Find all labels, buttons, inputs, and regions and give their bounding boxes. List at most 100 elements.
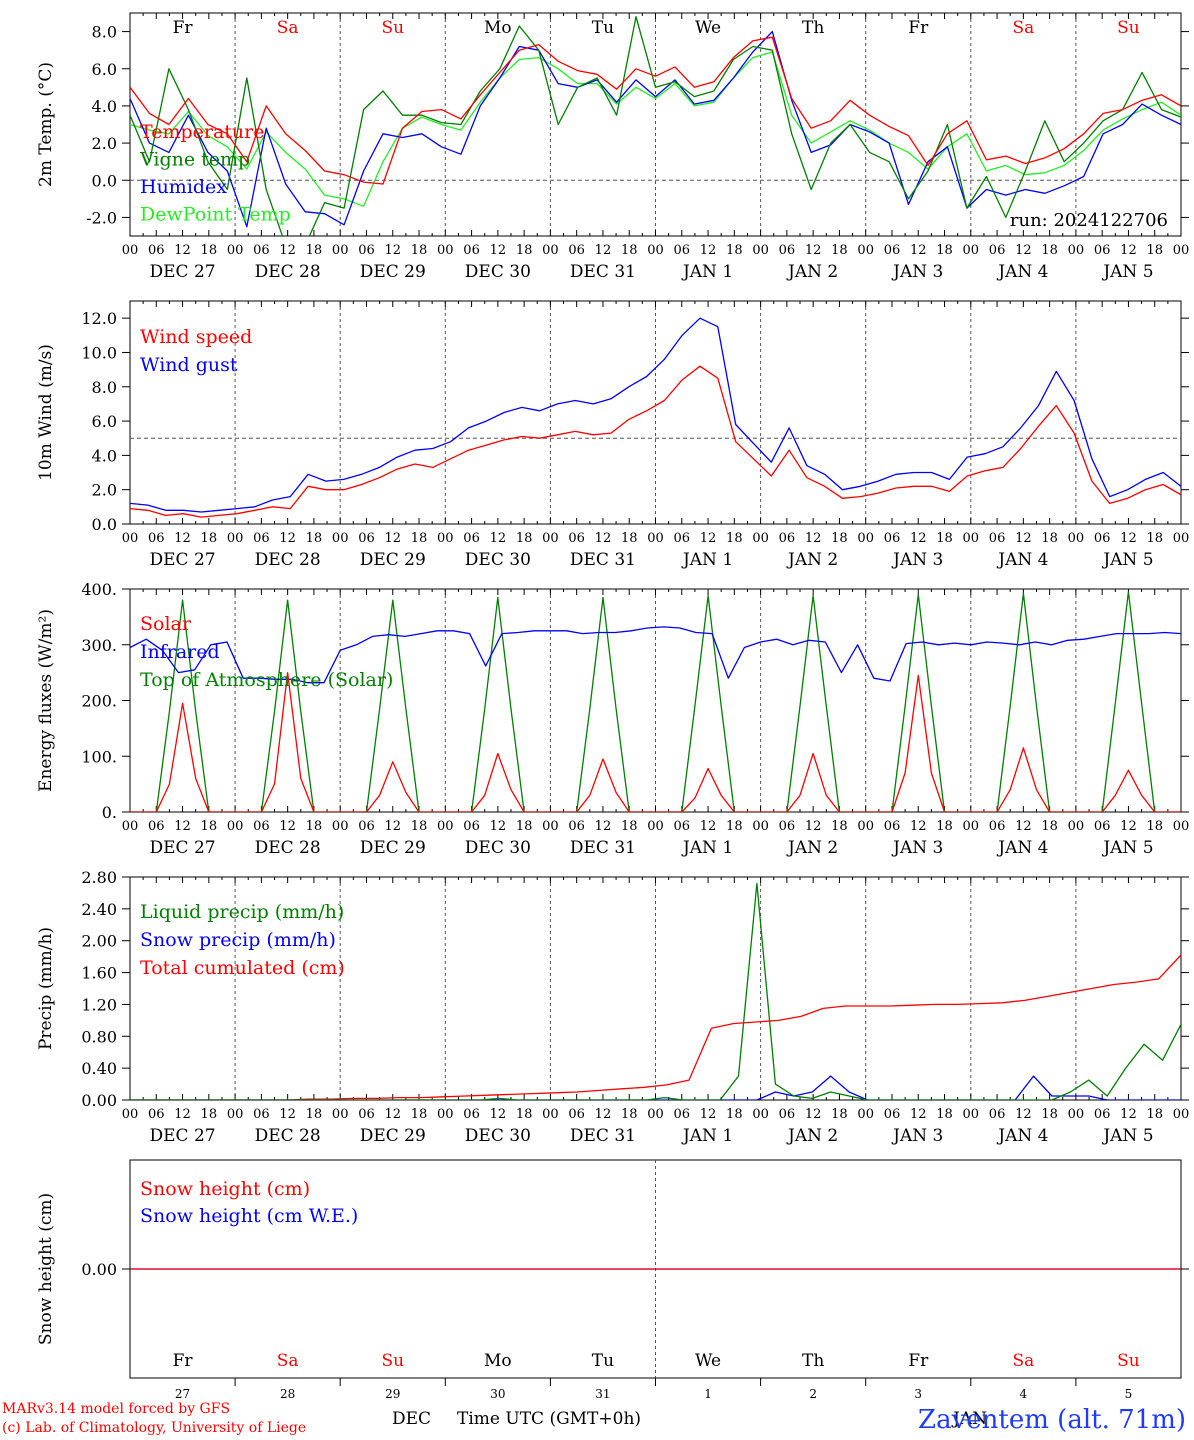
hour-tick-label: 12 [1015, 819, 1032, 834]
hour-tick-label: 12 [174, 1107, 191, 1122]
hour-tick-label: 00 [857, 1107, 874, 1122]
weekday-label: Fr [173, 1351, 194, 1371]
y-axis-label: Energy fluxes (W/m²) [36, 609, 56, 792]
weekday-label: Su [1117, 1351, 1140, 1371]
y-tick-label: 1.60 [81, 964, 117, 983]
hour-tick-label: 18 [621, 243, 638, 258]
y-tick-label: 0.80 [81, 1027, 117, 1046]
y-tick-label: 300. [81, 636, 117, 655]
hour-tick-label: 18 [411, 1107, 428, 1122]
weekday-label: Mo [484, 18, 512, 38]
hour-tick-label: 12 [700, 243, 717, 258]
day-label: DEC 29 [360, 1126, 426, 1146]
month-label-jan: JAN [951, 1409, 987, 1429]
day-label: DEC 28 [255, 1126, 321, 1146]
legend-entry: Vigne temp [139, 149, 250, 171]
y-tick-label: 2.40 [81, 900, 117, 919]
y-tick-label: 4.0 [92, 446, 117, 465]
series-line-total-cumulated-cm- [130, 954, 1181, 1100]
hour-tick-label: 06 [1094, 531, 1111, 546]
hour-tick-label: 18 [726, 531, 743, 546]
hour-tick-label: 18 [411, 531, 428, 546]
hour-tick-label: 06 [779, 1107, 796, 1122]
hour-tick-label: 18 [201, 819, 218, 834]
weekday-label: Sa [277, 18, 299, 38]
day-number-label: 5 [1125, 1387, 1133, 1401]
hour-tick-label: 00 [752, 243, 769, 258]
hour-tick-label: 06 [674, 819, 691, 834]
hour-tick-label: 18 [1041, 819, 1058, 834]
hour-tick-label: 06 [568, 1107, 585, 1122]
legend-entry: DewPoint Temp [140, 204, 291, 226]
hour-tick-label: 12 [595, 819, 612, 834]
hour-tick-label: 18 [516, 531, 533, 546]
day-label: JAN 3 [891, 1126, 943, 1146]
y-tick-label: 0.00 [81, 1260, 117, 1279]
hour-tick-label: 18 [1041, 1107, 1058, 1122]
hour-tick-label: 12 [279, 819, 296, 834]
plot-frame [129, 300, 1182, 525]
legend-entry: Snow height (cm W.E.) [140, 1205, 358, 1227]
hour-tick-label: 12 [1120, 531, 1137, 546]
day-label: JAN 4 [996, 550, 1048, 570]
day-number-label: 4 [1020, 1387, 1028, 1401]
hour-tick-label: 06 [779, 819, 796, 834]
hour-tick-label: 18 [831, 243, 848, 258]
hour-tick-label: 06 [884, 1107, 901, 1122]
day-label: JAN 3 [891, 262, 943, 282]
day-number-label: 1 [704, 1387, 712, 1401]
weekday-label: Fr [173, 18, 194, 38]
hour-tick-label: 18 [516, 819, 533, 834]
day-label: JAN 2 [786, 838, 838, 858]
hour-tick-label: 18 [306, 243, 323, 258]
hour-tick-label: 00 [963, 819, 980, 834]
hour-tick-label: 18 [516, 243, 533, 258]
hour-tick-label: 18 [726, 1107, 743, 1122]
hour-tick-label: 06 [568, 819, 585, 834]
weekday-label: Fr [908, 1351, 929, 1371]
hour-tick-label: 06 [463, 819, 480, 834]
hour-tick-label: 12 [1015, 531, 1032, 546]
hour-tick-label: 00 [963, 531, 980, 546]
x-axis-title: Time UTC (GMT+0h) [457, 1409, 641, 1429]
hour-tick-label: 18 [201, 243, 218, 258]
hour-tick-label: 00 [227, 531, 244, 546]
hour-tick-label: 12 [805, 819, 822, 834]
day-number-label: 30 [490, 1387, 505, 1401]
day-label: DEC 30 [465, 838, 531, 858]
hour-tick-label: 00 [647, 1107, 664, 1122]
weekday-label: Th [802, 1351, 824, 1371]
run-annotation: run: 2024122706 [1010, 210, 1168, 231]
hour-tick-label: 12 [384, 531, 401, 546]
hour-tick-label: 12 [384, 1107, 401, 1122]
day-number-label: 27 [175, 1387, 190, 1401]
hour-tick-label: 12 [910, 1107, 927, 1122]
hour-tick-label: 00 [332, 819, 349, 834]
hour-tick-label: 18 [1146, 243, 1163, 258]
day-number-label: 31 [595, 1387, 610, 1401]
y-tick-label: 0.40 [81, 1059, 117, 1078]
hour-tick-label: 12 [384, 819, 401, 834]
day-label: JAN 2 [786, 1126, 838, 1146]
y-tick-label: 100. [81, 747, 117, 766]
panel-energy: 0. 100. 200. 300. 400. Energy fluxes (W/m²) 00… [36, 580, 1189, 858]
day-number-label: 2 [809, 1387, 817, 1401]
legend-entry: Wind gust [140, 354, 238, 376]
hour-tick-label: 12 [1015, 243, 1032, 258]
hour-tick-label: 12 [1120, 243, 1137, 258]
legend-entry: Temperature [140, 121, 264, 143]
hour-tick-label: 00 [332, 1107, 349, 1122]
legend-entry: Snow precip (mm/h) [140, 929, 336, 951]
y-tick-label: 4.0 [92, 97, 117, 116]
footer: MARv3.14 model forced by GFS (c) Lab. of… [2, 1401, 1186, 1436]
hour-tick-label: 06 [779, 243, 796, 258]
plot-frame [129, 588, 1182, 813]
day-label: DEC 31 [570, 262, 636, 282]
hour-tick-label: 12 [1120, 819, 1137, 834]
series-line-humidex [130, 30, 1181, 228]
y-tick-label: 10.0 [81, 343, 117, 362]
hour-tick-label: 06 [463, 243, 480, 258]
hour-tick-label: 00 [332, 243, 349, 258]
hour-tick-label: 00 [542, 819, 559, 834]
